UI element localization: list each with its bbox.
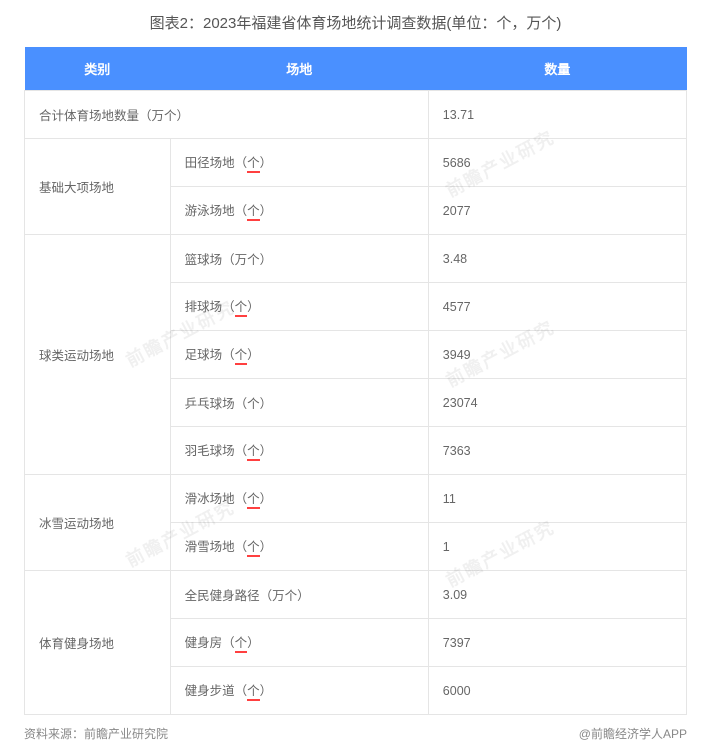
header-venue: 场地 xyxy=(170,47,428,91)
table-row: 基础大项场地田径场地（个）5686 xyxy=(25,139,687,187)
unit-underlined: 个 xyxy=(235,349,248,365)
category-cell: 合计体育场地数量（万个） xyxy=(25,91,429,139)
venue-text: 滑雪场地（ xyxy=(185,540,248,554)
venue-cell: 篮球场（万个） xyxy=(170,235,428,283)
unit-underlined: 个 xyxy=(247,445,260,461)
venue-text-post: ） xyxy=(260,540,273,554)
venue-text: 田径场地（ xyxy=(185,156,248,170)
value-cell: 23074 xyxy=(428,379,686,427)
unit-underlined: 个 xyxy=(247,205,260,221)
value-cell: 3949 xyxy=(428,331,686,379)
venue-cell: 健身房（个） xyxy=(170,619,428,667)
venue-cell: 游泳场地（个） xyxy=(170,187,428,235)
venue-cell: 排球场（个） xyxy=(170,283,428,331)
venue-text: 健身步道（ xyxy=(185,684,248,698)
venue-cell: 滑雪场地（个） xyxy=(170,523,428,571)
value-cell: 1 xyxy=(428,523,686,571)
unit-underlined: 个 xyxy=(235,301,248,317)
value-cell: 11 xyxy=(428,475,686,523)
venue-text-post: ） xyxy=(247,636,260,650)
header-row: 类别 场地 数量 xyxy=(25,47,687,91)
category-cell: 体育健身场地 xyxy=(25,571,171,715)
header-category: 类别 xyxy=(25,47,171,91)
category-cell: 球类运动场地 xyxy=(25,235,171,475)
venue-cell: 足球场（个） xyxy=(170,331,428,379)
venue-text: 羽毛球场（ xyxy=(185,444,248,458)
venue-text-post: ） xyxy=(247,348,260,362)
value-cell: 2077 xyxy=(428,187,686,235)
venue-cell: 羽毛球场（个） xyxy=(170,427,428,475)
venue-text-post: ） xyxy=(260,684,273,698)
value-cell: 7363 xyxy=(428,427,686,475)
data-table: 类别 场地 数量 合计体育场地数量（万个）13.71基础大项场地田径场地（个）5… xyxy=(24,47,687,715)
venue-text-post: ） xyxy=(260,444,273,458)
header-count: 数量 xyxy=(428,47,686,91)
value-cell: 13.71 xyxy=(428,91,686,139)
value-cell: 7397 xyxy=(428,619,686,667)
venue-cell: 田径场地（个） xyxy=(170,139,428,187)
venue-cell: 健身步道（个） xyxy=(170,667,428,715)
table-row: 合计体育场地数量（万个）13.71 xyxy=(25,91,687,139)
venue-text-post: ） xyxy=(260,204,273,218)
venue-cell: 全民健身路径（万个） xyxy=(170,571,428,619)
venue-text: 游泳场地（ xyxy=(185,204,248,218)
value-cell: 5686 xyxy=(428,139,686,187)
table-row: 冰雪运动场地滑冰场地（个）11 xyxy=(25,475,687,523)
table-row: 球类运动场地篮球场（万个）3.48 xyxy=(25,235,687,283)
category-cell: 基础大项场地 xyxy=(25,139,171,235)
unit-underlined: 个 xyxy=(247,541,260,557)
category-cell: 冰雪运动场地 xyxy=(25,475,171,571)
venue-cell: 乒乓球场（个） xyxy=(170,379,428,427)
venue-text: 滑冰场地（ xyxy=(185,492,248,506)
value-cell: 6000 xyxy=(428,667,686,715)
unit-underlined: 个 xyxy=(247,157,260,173)
venue-text: 足球场（ xyxy=(185,348,235,362)
unit-underlined: 个 xyxy=(247,493,260,509)
venue-text-post: ） xyxy=(260,156,273,170)
venue-text: 健身房（ xyxy=(185,636,235,650)
unit-underlined: 个 xyxy=(247,685,260,701)
venue-text-post: ） xyxy=(260,492,273,506)
chart-title: 图表2：2023年福建省体育场地统计调查数据(单位：个，万个) xyxy=(24,12,687,33)
value-cell: 3.09 xyxy=(428,571,686,619)
table-row: 体育健身场地全民健身路径（万个）3.09 xyxy=(25,571,687,619)
value-cell: 3.48 xyxy=(428,235,686,283)
venue-cell: 滑冰场地（个） xyxy=(170,475,428,523)
value-cell: 4577 xyxy=(428,283,686,331)
venue-text: 排球场（ xyxy=(185,300,235,314)
unit-underlined: 个 xyxy=(235,637,248,653)
venue-text-post: ） xyxy=(247,300,260,314)
